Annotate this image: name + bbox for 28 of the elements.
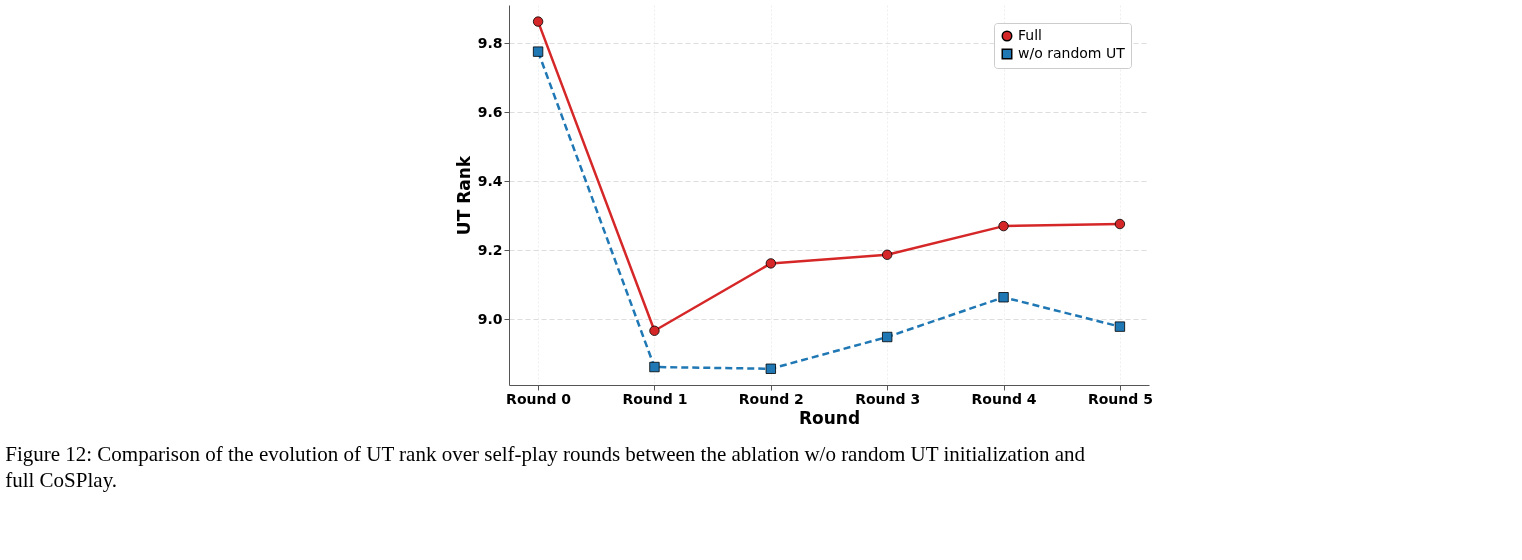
x-tick-label: Round 3 (855, 390, 921, 407)
y-tick-label: 9.8 (477, 34, 503, 51)
point (765, 363, 776, 374)
legend-label: Full (1018, 27, 1042, 43)
point (1114, 321, 1126, 332)
x-tick-label: Round 1 (622, 390, 688, 407)
point (532, 46, 544, 57)
point (532, 16, 544, 27)
y-tick-label: 9.6 (477, 103, 503, 120)
x-tick-label: Round 2 (738, 390, 804, 407)
y-tick-label: 9.0 (477, 310, 503, 327)
point (765, 258, 776, 269)
point (882, 249, 893, 260)
y-tick-label: 9.2 (477, 241, 503, 258)
point (882, 331, 893, 343)
x-tick-label: Round 4 (971, 390, 1037, 407)
x-tick-label: Round 0 (506, 390, 572, 407)
legend-label: w/o random UT (1018, 45, 1126, 61)
point (649, 361, 660, 373)
point (1114, 218, 1126, 230)
point (998, 220, 1009, 232)
point (649, 325, 660, 336)
y-axis-title: UT Rank (453, 155, 474, 236)
x-axis-title: Round (798, 407, 861, 428)
y-tick-label: 9.4 (477, 172, 503, 189)
x-tick-label: Round 5 (1087, 390, 1153, 407)
caption: Figure 12: Comparison of the evolution of UT rank over self-play rounds between the ablation w/o random UT initialization and full CoSPlay. (5, 442, 1086, 492)
point (998, 292, 1009, 303)
